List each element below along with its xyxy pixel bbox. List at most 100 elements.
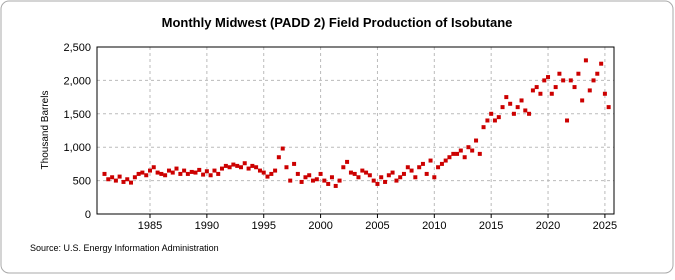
point: [140, 170, 145, 175]
point: [599, 61, 604, 66]
point: [189, 169, 194, 174]
point: [292, 161, 297, 166]
point: [238, 165, 243, 170]
point: [110, 175, 115, 180]
point: [174, 166, 179, 171]
point: [386, 173, 391, 178]
point: [436, 165, 441, 170]
y-tick-label: 500: [73, 176, 91, 188]
point: [303, 175, 308, 180]
point: [136, 171, 141, 176]
point: [364, 170, 369, 175]
point: [113, 178, 118, 183]
point: [424, 171, 429, 176]
point: [557, 71, 562, 76]
point: [227, 165, 232, 170]
point: [511, 111, 516, 116]
point: [466, 145, 471, 150]
point: [288, 178, 293, 183]
point: [534, 85, 539, 90]
point: [242, 161, 247, 166]
point: [125, 177, 130, 182]
point: [367, 173, 372, 178]
point: [265, 174, 270, 179]
point: [508, 101, 513, 106]
point: [261, 170, 266, 175]
point: [235, 163, 240, 168]
point: [307, 173, 312, 178]
point: [553, 85, 558, 90]
point: [280, 146, 285, 151]
point: [151, 165, 156, 170]
point: [474, 138, 479, 143]
point: [193, 170, 198, 175]
point: [587, 88, 592, 93]
y-tick-label: 2,500: [63, 42, 91, 54]
point: [485, 118, 490, 123]
point: [170, 170, 175, 175]
point: [163, 173, 168, 178]
point: [159, 171, 164, 176]
point: [219, 166, 224, 171]
point: [538, 91, 543, 96]
point: [129, 180, 134, 185]
point: [337, 178, 342, 183]
point: [318, 171, 323, 176]
point: [352, 171, 357, 176]
point: [310, 178, 315, 183]
point: [409, 168, 414, 173]
point: [379, 175, 384, 180]
point: [276, 155, 281, 160]
point: [496, 115, 501, 120]
point: [102, 171, 107, 176]
point: [432, 175, 437, 180]
point: [178, 171, 183, 176]
point: [580, 98, 585, 103]
point: [299, 179, 304, 184]
point: [546, 75, 551, 80]
point: [542, 78, 547, 83]
point: [443, 158, 448, 163]
point: [527, 111, 532, 116]
x-tick-label: 2010: [422, 220, 446, 232]
point: [208, 173, 213, 178]
x-tick-label: 2000: [308, 220, 332, 232]
point: [246, 166, 251, 171]
point: [345, 159, 350, 164]
point: [500, 105, 505, 110]
point: [394, 178, 399, 183]
point: [204, 169, 209, 174]
point: [295, 171, 300, 176]
x-tick-label: 2025: [593, 220, 617, 232]
point: [405, 165, 410, 170]
point: [606, 105, 611, 110]
point: [568, 78, 573, 83]
point: [561, 78, 566, 83]
point: [223, 163, 228, 168]
y-axis-label: Thousand Barrels: [40, 91, 51, 170]
point: [132, 175, 137, 180]
point: [166, 168, 171, 173]
point: [182, 168, 187, 173]
point: [117, 174, 122, 179]
chart-title: Monthly Midwest (PADD 2) Field Productio…: [162, 15, 513, 30]
point: [326, 181, 331, 186]
point: [549, 91, 554, 96]
point: [572, 85, 577, 90]
point: [583, 58, 588, 63]
point: [201, 172, 206, 177]
point: [185, 171, 190, 176]
y-tick-label: 2,000: [63, 75, 91, 87]
point: [273, 168, 278, 173]
point: [492, 118, 497, 123]
point: [462, 155, 467, 160]
point: [401, 171, 406, 176]
point: [470, 148, 475, 153]
point: [257, 168, 262, 173]
point: [398, 175, 403, 180]
x-tick-label: 1990: [195, 220, 219, 232]
point: [504, 95, 509, 100]
point: [602, 91, 607, 96]
point: [212, 168, 217, 173]
y-tick-label: 1,000: [63, 142, 91, 154]
